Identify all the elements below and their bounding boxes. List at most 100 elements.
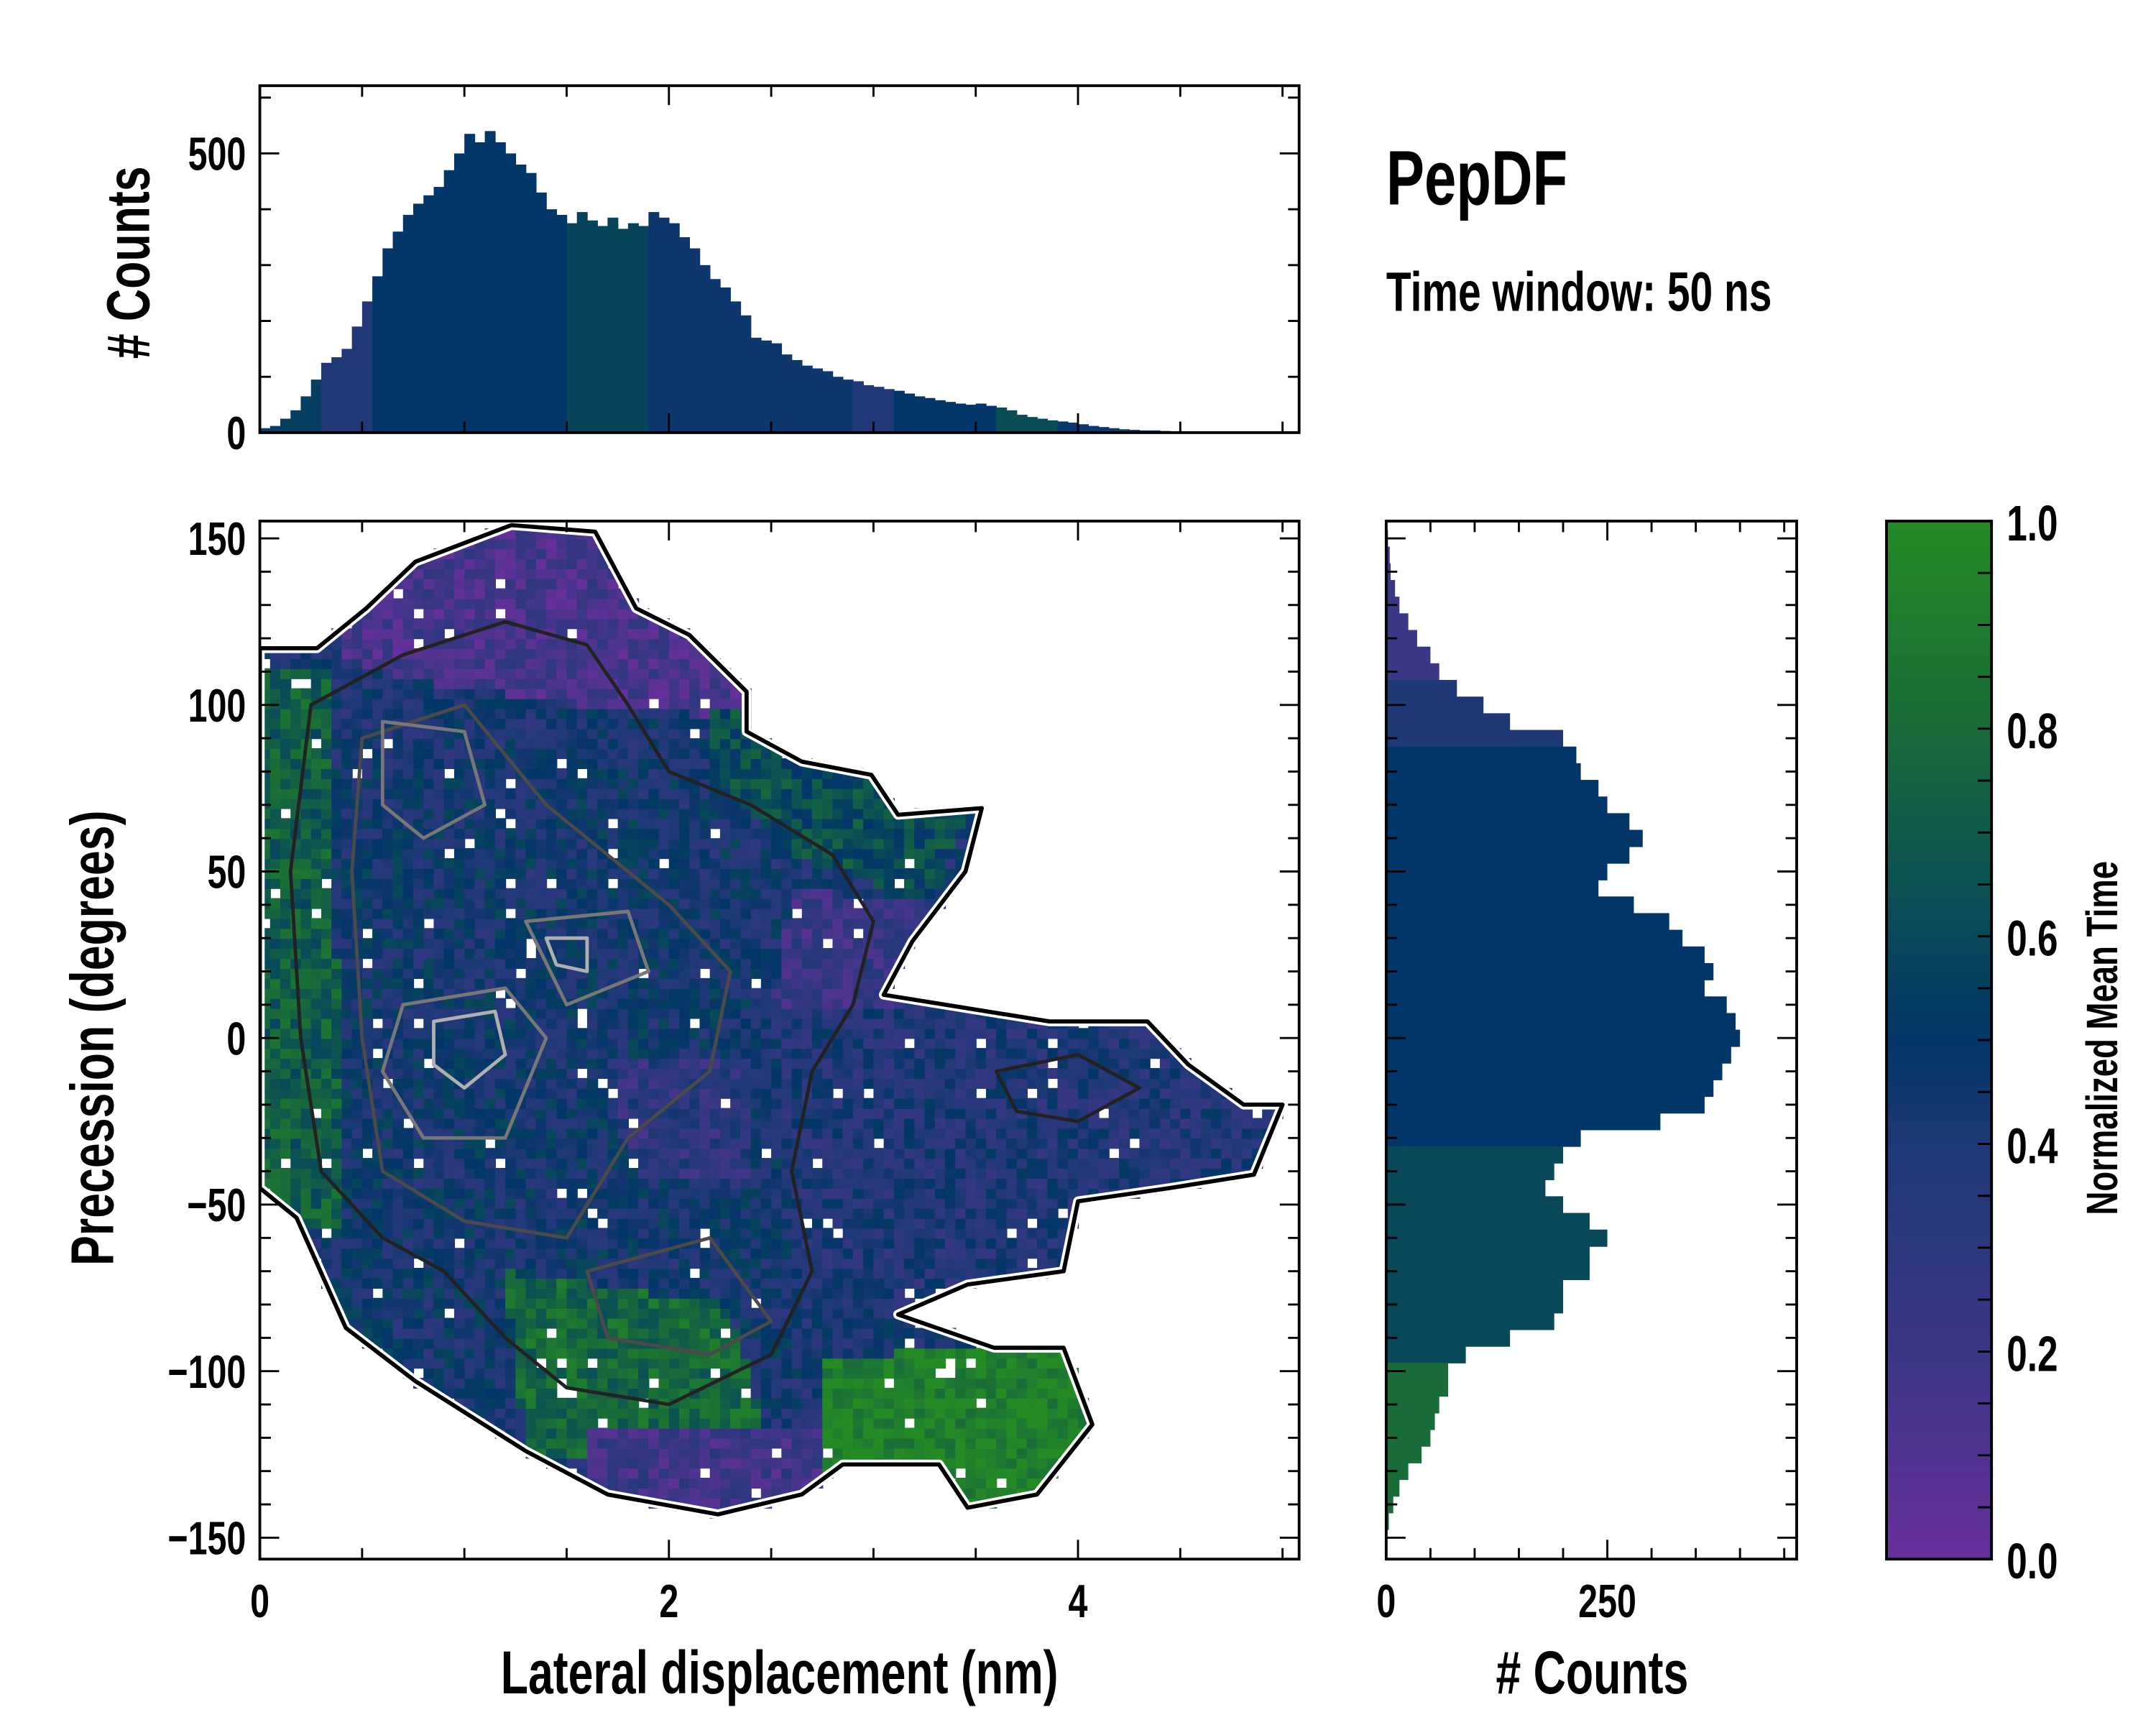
heatmap-cell [842,1417,854,1429]
heatmap-cell [852,857,865,870]
heatmap-cell [280,848,292,860]
heatmap-cell [750,1167,762,1179]
heatmap-cell [341,918,353,929]
heatmap-cell [719,938,732,949]
heatmap-cell [576,938,589,949]
heatmap-cell [351,1048,363,1059]
heatmap-cell [730,1038,742,1049]
heatmap-cell [812,898,824,909]
heatmap-cell [617,898,629,909]
heatmap-cell [883,948,895,960]
heatmap-cell [351,1077,363,1089]
heatmap-cell [484,1018,496,1029]
heatmap-cell [290,1158,302,1169]
heatmap-cell [576,1427,589,1439]
heatmap-cell [505,928,517,939]
heatmap-cell [771,908,783,919]
heatmap-cell [740,948,752,960]
heatmap-cell [638,1058,650,1070]
heatmap-cell [842,888,854,899]
heatmap-cell [740,1338,752,1349]
heatmap-cell [270,967,282,979]
heatmap-cell [494,908,507,919]
heatmap-cell [648,838,660,850]
heatmap-cell [300,838,312,850]
heatmap-cell [648,1348,660,1359]
heatmap-cell [586,738,599,750]
heatmap-cell [617,1008,629,1019]
heatmap-cell [341,878,353,889]
heatmap-cell [433,1348,445,1359]
heatmap-cell [525,818,537,829]
heatmap-cell [505,1328,517,1339]
heatmap-cell [382,818,394,829]
heatmap-cell [392,698,404,709]
heatmap-cell [484,538,496,550]
heatmap-cell [505,538,517,550]
heatmap-cell [505,1248,517,1259]
heatmap-cell [321,898,333,909]
heatmap-cell [760,748,773,760]
heatmap-cell [413,908,425,919]
heatmap-cell [566,1058,578,1070]
heatmap-cell [413,1328,425,1339]
heatmap-cell [331,678,343,689]
top-histogram-bar [893,390,905,433]
heatmap-cell [423,1128,435,1139]
heatmap-cell [873,1148,885,1159]
heatmap-cell [668,938,681,949]
heatmap-cell [546,1438,558,1449]
heatmap-cell [453,758,466,769]
heatmap-cell [709,778,722,789]
heatmap-cell [648,1238,660,1249]
heatmap-cell [566,918,578,929]
heatmap-cell [331,998,343,1009]
heatmap-cell [607,1238,619,1249]
heatmap-cell [668,718,681,730]
heatmap-cell [668,1407,681,1419]
heatmap-cell [679,908,691,919]
heatmap-cell [474,1248,486,1259]
heatmap-cell [873,1297,885,1309]
heatmap-cell [812,808,824,819]
heatmap-cell [525,548,537,559]
heatmap-cell [515,628,527,640]
heatmap-cell [413,748,425,760]
heatmap-cell [832,1438,844,1449]
heatmap-cell [607,608,619,620]
heatmap-cell [812,1258,824,1269]
heatmap-cell [730,948,742,960]
heatmap-cell [699,1028,711,1039]
heatmap-cell [331,758,343,769]
heatmap-cell [515,538,527,550]
heatmap-cell [658,1317,670,1329]
heatmap-cell [586,1067,599,1079]
heatmap-cell [525,828,537,840]
heatmap-cell [546,868,558,879]
heatmap-cell [300,1158,312,1169]
heatmap-cell [515,1368,527,1379]
heatmap-cell [679,848,691,860]
heatmap-cell [750,938,762,949]
heatmap-cell [413,578,425,589]
heatmap-cell [801,958,814,970]
heatmap-cell [658,1118,670,1129]
heatmap-cell [597,878,609,889]
heatmap-cell [832,938,844,949]
heatmap-cell [863,878,875,889]
heatmap-cell [392,658,404,669]
heatmap-cell [883,1148,895,1159]
heatmap-cell [423,1338,435,1349]
heatmap-cell [801,1187,814,1199]
heatmap-cell [546,1248,558,1259]
heatmap-cell [689,1098,701,1109]
heatmap-cell [413,618,425,630]
heatmap-cell [546,1358,558,1369]
heatmap-cell [740,1118,752,1129]
heatmap-cell [556,928,568,939]
heatmap-cell [494,948,507,960]
heatmap-cell [505,857,517,870]
heatmap-cell [812,1098,824,1109]
heatmap-cell [525,1098,537,1109]
heatmap-cell [699,1077,711,1089]
